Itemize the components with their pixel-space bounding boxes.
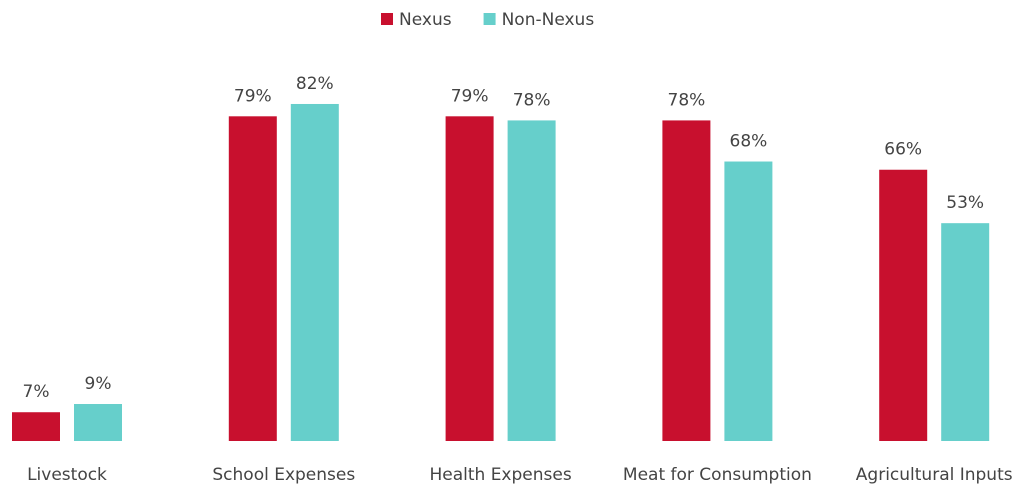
bar [445, 116, 494, 441]
legend-label: Non-Nexus [502, 10, 595, 30]
x-tick-label: Agricultural Inputs [856, 465, 1013, 485]
x-tick-label: Meat for Consumption [623, 465, 812, 485]
legend-swatch [381, 13, 393, 25]
value-label: 53% [946, 193, 984, 213]
value-label: 79% [451, 86, 489, 106]
value-label: 9% [85, 374, 112, 394]
bar [228, 116, 277, 441]
bar [290, 103, 339, 441]
bar [12, 412, 60, 441]
value-label: 66% [884, 140, 922, 160]
bar [507, 120, 556, 442]
value-label: 7% [23, 382, 50, 402]
bar [662, 120, 711, 442]
bar [879, 169, 928, 442]
bar [74, 404, 122, 441]
legend-label: Nexus [399, 10, 452, 30]
x-tick-label: School Expenses [212, 465, 355, 485]
value-label: 82% [296, 74, 334, 94]
legend-swatch [483, 13, 496, 25]
value-label: 78% [668, 90, 706, 110]
x-tick-label: Health Expenses [429, 465, 571, 485]
bar [724, 161, 773, 441]
x-tick-label: Livestock [27, 465, 107, 485]
value-label: 79% [234, 86, 272, 106]
bar [941, 223, 990, 441]
value-label: 68% [730, 132, 768, 152]
value-label: 78% [513, 90, 551, 110]
